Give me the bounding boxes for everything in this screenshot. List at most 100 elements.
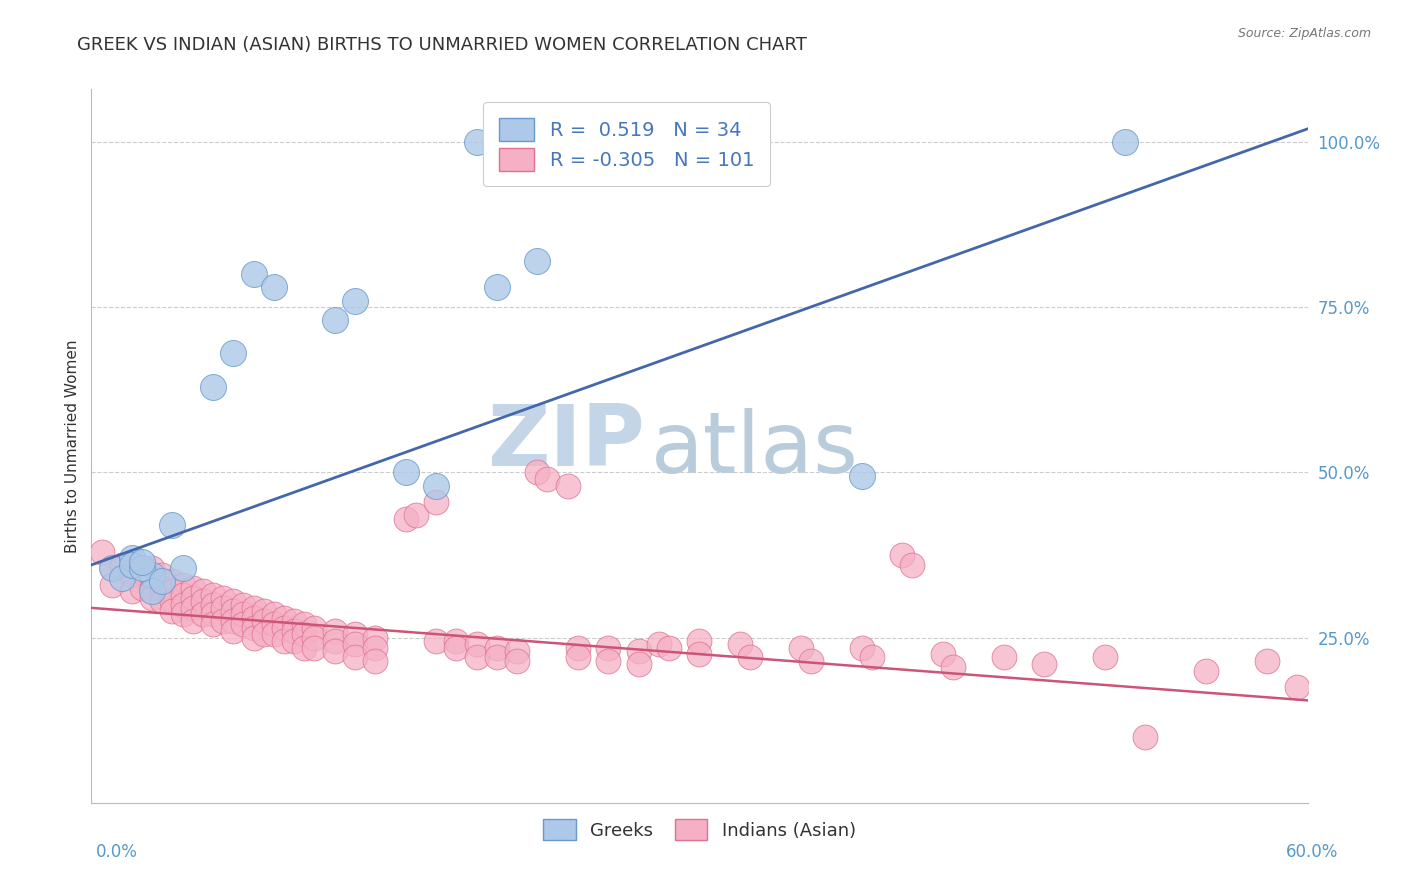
Point (232, 598, 254, 612)
Point (567, 650, 589, 665)
Point (465, 637, 488, 651)
Point (292, 617, 315, 632)
Point (465, 135, 488, 149)
Point (191, 594, 214, 608)
Point (598, 654, 620, 668)
Point (607, 135, 630, 149)
Point (283, 614, 305, 628)
Point (292, 640, 315, 655)
Point (263, 617, 285, 632)
Point (292, 627, 315, 641)
Text: GREEK VS INDIAN (ASIAN) BIRTHS TO UNMARRIED WOMEN CORRELATION CHART: GREEK VS INDIAN (ASIAN) BIRTHS TO UNMARR… (77, 36, 807, 54)
Point (150, 567, 173, 582)
Point (304, 631, 326, 645)
Point (394, 466, 416, 480)
Point (111, 558, 134, 572)
Point (506, 644, 529, 658)
Point (425, 634, 447, 648)
Point (242, 267, 264, 281)
Point (668, 135, 690, 149)
Point (851, 640, 873, 655)
Point (1256, 654, 1278, 668)
Point (100, 561, 122, 575)
Point (141, 584, 163, 599)
Point (485, 135, 508, 149)
Point (131, 555, 153, 569)
Point (343, 627, 366, 641)
Point (851, 468, 873, 483)
Point (496, 135, 519, 149)
Point (658, 640, 681, 655)
Point (526, 254, 548, 268)
Point (162, 574, 184, 589)
Point (405, 508, 427, 523)
Point (425, 478, 447, 492)
Point (131, 581, 153, 595)
Point (627, 644, 650, 658)
Point (253, 614, 276, 628)
Point (263, 627, 285, 641)
Point (304, 621, 326, 635)
Point (141, 567, 163, 582)
Point (150, 594, 173, 608)
Point (526, 466, 548, 480)
Point (162, 604, 184, 618)
Point (688, 647, 710, 661)
Point (202, 617, 225, 632)
Point (790, 640, 813, 655)
Point (172, 588, 194, 602)
Point (627, 657, 650, 671)
Point (150, 574, 173, 589)
Point (283, 624, 305, 638)
Point (557, 478, 579, 492)
Point (364, 640, 387, 655)
Point (172, 607, 194, 622)
Y-axis label: Births to Unmarried Women: Births to Unmarried Women (65, 339, 80, 553)
Point (141, 561, 163, 575)
Point (485, 280, 508, 294)
Point (202, 598, 225, 612)
Point (263, 607, 285, 622)
Point (162, 584, 184, 599)
Point (283, 634, 305, 648)
Point (121, 558, 143, 572)
Point (131, 565, 153, 579)
Point (212, 600, 235, 615)
Point (323, 313, 346, 327)
Point (273, 621, 295, 635)
Point (232, 607, 254, 622)
Point (1094, 650, 1116, 665)
Point (150, 581, 173, 595)
Point (222, 624, 245, 638)
Point (304, 640, 326, 655)
Point (141, 581, 163, 595)
Point (172, 598, 194, 612)
Point (658, 135, 681, 149)
Point (253, 627, 276, 641)
Point (942, 660, 965, 674)
Point (576, 135, 599, 149)
Point (222, 346, 245, 360)
Point (121, 551, 143, 566)
Point (242, 631, 264, 645)
Point (131, 561, 153, 575)
Point (111, 571, 134, 585)
Point (232, 617, 254, 632)
Point (273, 634, 295, 648)
Point (202, 588, 225, 602)
Point (516, 135, 538, 149)
Point (100, 561, 122, 575)
Point (172, 561, 194, 575)
Point (172, 578, 194, 592)
Point (343, 650, 366, 665)
Point (212, 614, 235, 628)
Point (191, 607, 214, 622)
Point (364, 654, 387, 668)
Point (1114, 135, 1136, 149)
Point (891, 548, 914, 562)
Point (162, 518, 184, 533)
Point (506, 654, 529, 668)
Point (617, 135, 640, 149)
Point (860, 650, 883, 665)
Text: 0.0%: 0.0% (96, 843, 138, 861)
